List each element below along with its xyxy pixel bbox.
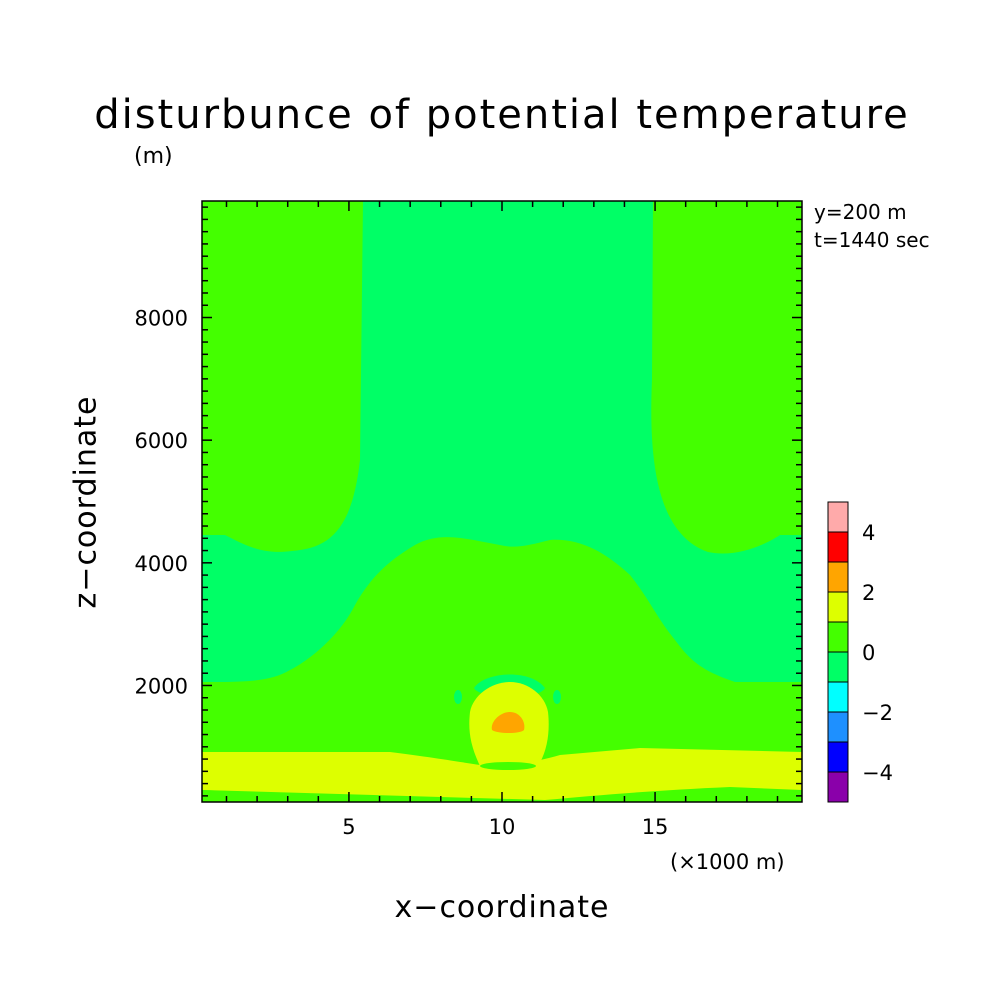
y-tick-label: 8000 [135,307,188,331]
axes: 5 10 15 2000 4000 6000 8000 [135,201,802,839]
colorbar-swatch [827,561,849,593]
colorbar-tick-label: −2 [862,701,893,725]
contour-surface-lens [480,762,536,770]
colorbar-swatch [827,711,849,743]
colorbar-tick-label: 0 [862,641,875,665]
contour-surface-band [202,748,802,800]
info-time: t=1440 sec [814,228,930,252]
x-axis-label: x−coordinate [394,890,610,925]
chart-title: disturbunce of potential temperature [94,92,910,138]
colorbar-swatch [827,591,849,623]
contour-inner-triangle [468,596,552,690]
y-tick-label: 6000 [135,429,188,453]
colorbar-swatch [827,531,849,563]
colorbar-swatch [827,741,849,773]
y-tick-label: 2000 [135,674,188,698]
info-y-position: y=200 m [814,200,907,224]
x-unit-note: (×1000 m) [670,850,785,874]
contour-fleck-left [454,690,462,704]
colorbar-tick-label: 4 [862,521,875,545]
contour-fields [202,201,802,801]
colorbar-swatch [827,681,849,713]
contour-fleck-right [553,690,561,704]
colorbar: 4 2 0 −2 −4 [827,501,893,803]
y-unit-label: (m) [134,144,173,169]
colorbar-tick-label: −4 [862,761,893,785]
colorbar-swatch [827,621,849,653]
y-tick-label: 4000 [135,552,188,576]
colorbar-tick-label: 2 [862,581,875,605]
contour-bottom-strip [202,790,500,801]
colorbar-swatch [827,501,849,533]
contour-level-neg1-0 [202,201,802,682]
contour-core [491,712,525,733]
colorbar-swatch [827,651,849,683]
x-tick-label: 10 [489,815,516,839]
colorbar-swatch [827,771,849,803]
x-tick-label: 15 [642,815,669,839]
x-tick-label: 5 [342,815,355,839]
